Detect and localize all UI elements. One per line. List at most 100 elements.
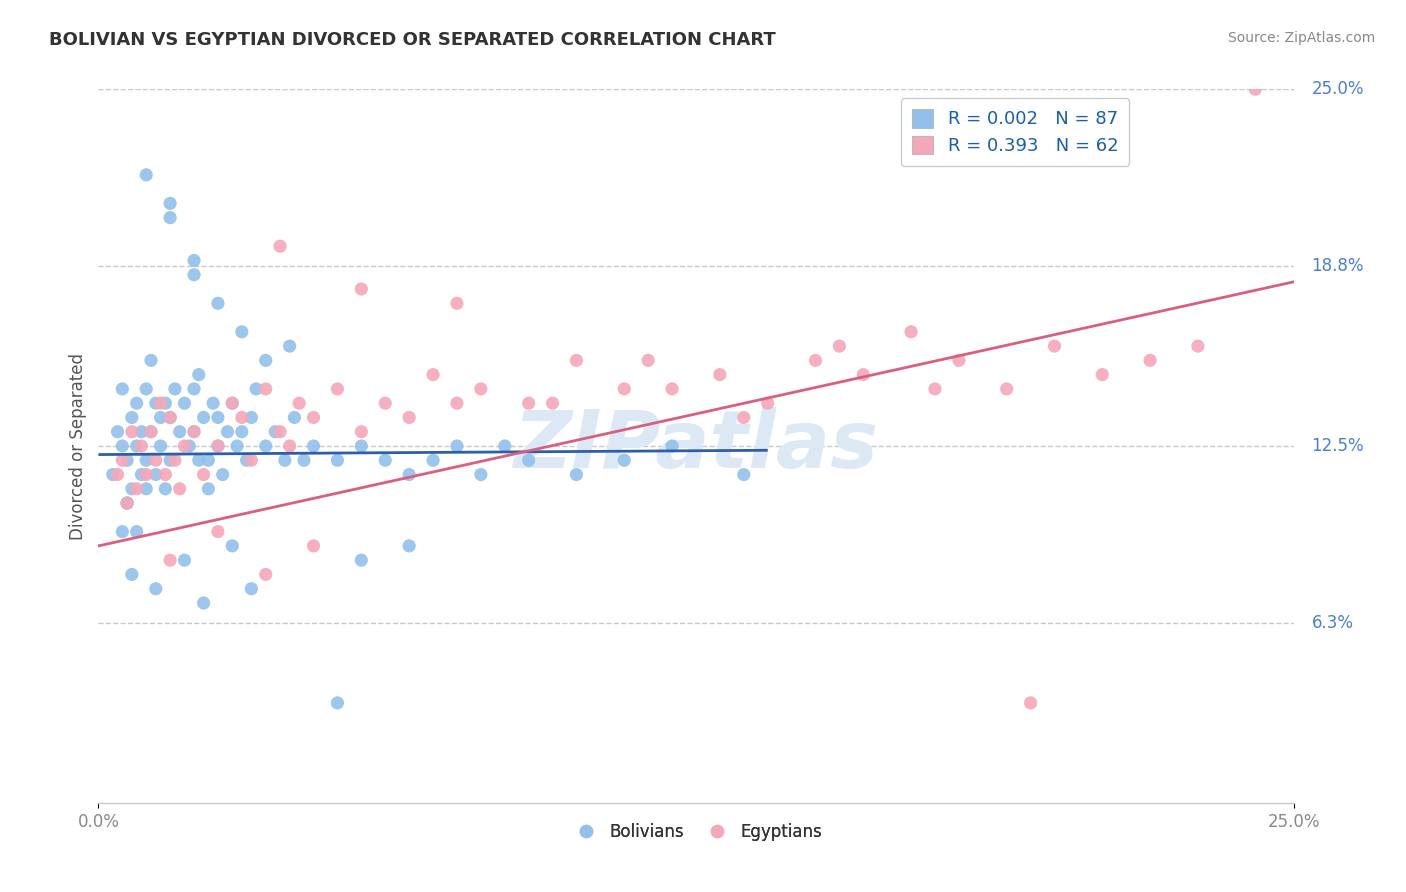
Point	[131, 425, 153, 439]
Point	[121, 410, 143, 425]
Point	[197, 453, 219, 467]
Point	[101, 467, 124, 482]
Point	[221, 396, 243, 410]
Point	[125, 439, 148, 453]
Text: 25.0%: 25.0%	[1312, 80, 1364, 98]
Point	[565, 467, 588, 482]
Point	[193, 596, 215, 610]
Point	[169, 425, 191, 439]
Point	[264, 425, 287, 439]
Point	[374, 396, 396, 410]
Point	[159, 410, 181, 425]
Point	[125, 482, 148, 496]
Point	[159, 196, 181, 211]
Text: ZIPatlas: ZIPatlas	[513, 407, 879, 485]
Point	[274, 453, 297, 467]
Point	[254, 382, 277, 396]
Point	[159, 211, 181, 225]
Point	[517, 453, 540, 467]
Point	[111, 382, 134, 396]
Point	[231, 425, 253, 439]
Point	[350, 553, 373, 567]
Point	[470, 382, 492, 396]
Point	[326, 696, 349, 710]
Point	[565, 353, 588, 368]
Point	[1019, 696, 1042, 710]
Point	[149, 439, 172, 453]
Point	[422, 453, 444, 467]
Point	[541, 396, 564, 410]
Point	[852, 368, 875, 382]
Point	[517, 396, 540, 410]
Point	[159, 410, 181, 425]
Point	[131, 467, 153, 482]
Y-axis label: Divorced or Separated: Divorced or Separated	[69, 352, 87, 540]
Text: BOLIVIAN VS EGYPTIAN DIVORCED OR SEPARATED CORRELATION CHART: BOLIVIAN VS EGYPTIAN DIVORCED OR SEPARAT…	[49, 31, 776, 49]
Point	[1091, 368, 1114, 382]
Point	[107, 425, 129, 439]
Legend: Bolivians, Egyptians: Bolivians, Egyptians	[562, 817, 830, 848]
Point	[183, 425, 205, 439]
Point	[149, 410, 172, 425]
Point	[269, 425, 291, 439]
Point	[121, 425, 143, 439]
Point	[240, 582, 263, 596]
Point	[155, 482, 177, 496]
Point	[197, 482, 219, 496]
Point	[163, 453, 186, 467]
Point	[173, 439, 195, 453]
Point	[173, 553, 195, 567]
Point	[235, 453, 257, 467]
Point	[121, 567, 143, 582]
Point	[217, 425, 239, 439]
Point	[254, 567, 277, 582]
Point	[446, 296, 468, 310]
Point	[292, 453, 315, 467]
Point	[183, 268, 205, 282]
Point	[159, 553, 181, 567]
Point	[111, 524, 134, 539]
Point	[187, 453, 209, 467]
Point	[207, 439, 229, 453]
Point	[350, 425, 373, 439]
Point	[326, 382, 349, 396]
Point	[111, 453, 134, 467]
Point	[288, 396, 311, 410]
Point	[125, 396, 148, 410]
Point	[207, 524, 229, 539]
Point	[756, 396, 779, 410]
Point	[637, 353, 659, 368]
Point	[211, 467, 233, 482]
Point	[900, 325, 922, 339]
Point	[995, 382, 1018, 396]
Point	[350, 439, 373, 453]
Point	[221, 539, 243, 553]
Point	[283, 410, 305, 425]
Point	[446, 396, 468, 410]
Point	[709, 368, 731, 382]
Point	[245, 382, 267, 396]
Point	[193, 410, 215, 425]
Point	[135, 453, 157, 467]
Point	[240, 410, 263, 425]
Point	[193, 467, 215, 482]
Point	[302, 410, 325, 425]
Point	[135, 168, 157, 182]
Point	[139, 425, 162, 439]
Point	[163, 382, 186, 396]
Point	[159, 453, 181, 467]
Point	[183, 382, 205, 396]
Text: Source: ZipAtlas.com: Source: ZipAtlas.com	[1227, 31, 1375, 45]
Point	[302, 539, 325, 553]
Point	[446, 439, 468, 453]
Point	[207, 296, 229, 310]
Point	[733, 467, 755, 482]
Point	[828, 339, 851, 353]
Point	[278, 339, 301, 353]
Point	[183, 425, 205, 439]
Point	[326, 453, 349, 467]
Point	[145, 396, 167, 410]
Text: 6.3%: 6.3%	[1312, 614, 1354, 632]
Point	[470, 467, 492, 482]
Point	[733, 410, 755, 425]
